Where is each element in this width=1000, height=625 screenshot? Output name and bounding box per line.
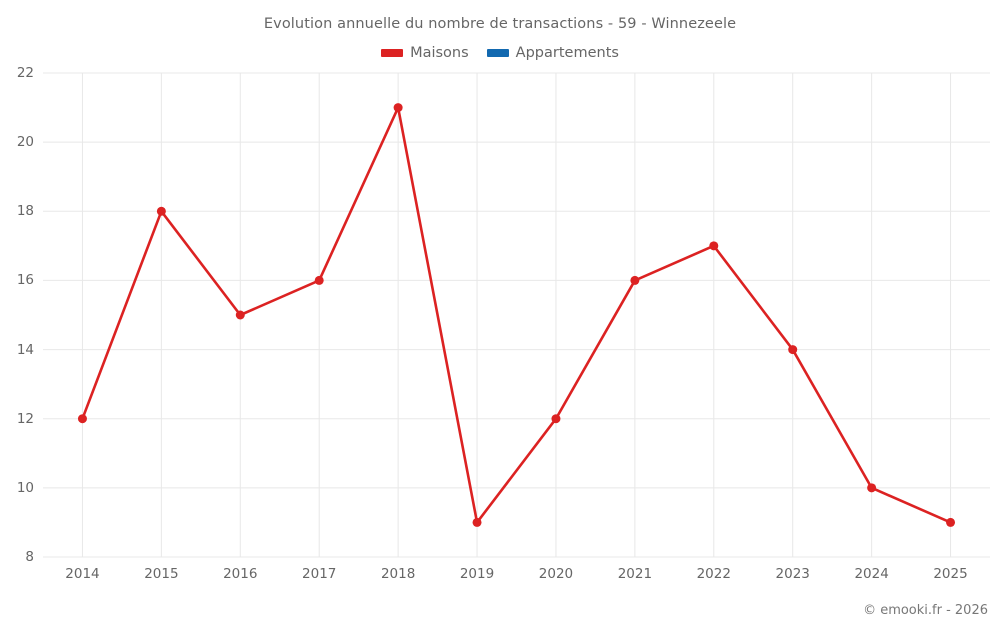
x-axis-tick-label: 2024 (854, 566, 889, 582)
x-axis-tick-label: 2022 (696, 566, 731, 582)
x-axis-tick-label: 2018 (380, 566, 416, 582)
y-axis-tick-label: 12 (16, 410, 34, 427)
legend-item-maisons[interactable]: Maisons (381, 45, 469, 61)
data-point[interactable] (709, 241, 719, 251)
x-axis-tick-label: 2019 (459, 566, 495, 582)
legend-item-appartements[interactable]: Appartements (486, 45, 619, 61)
data-point[interactable] (156, 206, 166, 216)
y-axis-tick-label: 18 (16, 203, 34, 220)
x-axis-tick-label: 2016 (223, 566, 258, 582)
y-axis-tick-label: 10 (16, 479, 34, 496)
legend-swatch-icon-appartements (486, 49, 509, 57)
x-axis-tick-label: 2025 (933, 566, 968, 582)
x-axis-tick-label: 2017 (302, 566, 337, 582)
chart-title: Evolution annuelle du nombre de transact… (263, 16, 737, 32)
y-axis-tick-label: 8 (25, 549, 34, 565)
data-point[interactable] (867, 483, 877, 493)
x-axis-tick-label: 2015 (144, 566, 179, 582)
data-point[interactable] (314, 275, 324, 285)
data-point[interactable] (77, 414, 87, 424)
footer-credit: © emooki.fr - 2026 (863, 603, 988, 618)
data-point[interactable] (788, 345, 798, 355)
legend-label-appartements: Appartements (515, 45, 619, 61)
chart-legend: Maisons Appartements (0, 45, 1000, 61)
y-axis-tick-label: 14 (16, 341, 34, 358)
x-axis-tick-label: 2023 (775, 566, 810, 582)
data-point[interactable] (472, 517, 482, 527)
series-line-maisons (81, 106, 952, 524)
x-axis-tick-label: 2021 (617, 566, 653, 582)
legend-label-maisons: Maisons (410, 45, 469, 61)
data-point[interactable] (235, 310, 245, 320)
data-point[interactable] (630, 275, 640, 285)
y-axis-tick-label: 16 (16, 272, 34, 289)
x-axis-tick-label: 2020 (538, 566, 574, 582)
data-point[interactable] (946, 517, 956, 527)
x-axis-tick-label: 2014 (65, 566, 100, 582)
legend-swatch-icon-maisons (381, 49, 404, 57)
y-axis-tick-label: 22 (16, 65, 34, 81)
data-point[interactable] (551, 414, 561, 424)
y-axis-tick-label: 20 (16, 134, 34, 151)
data-point[interactable] (393, 103, 403, 113)
